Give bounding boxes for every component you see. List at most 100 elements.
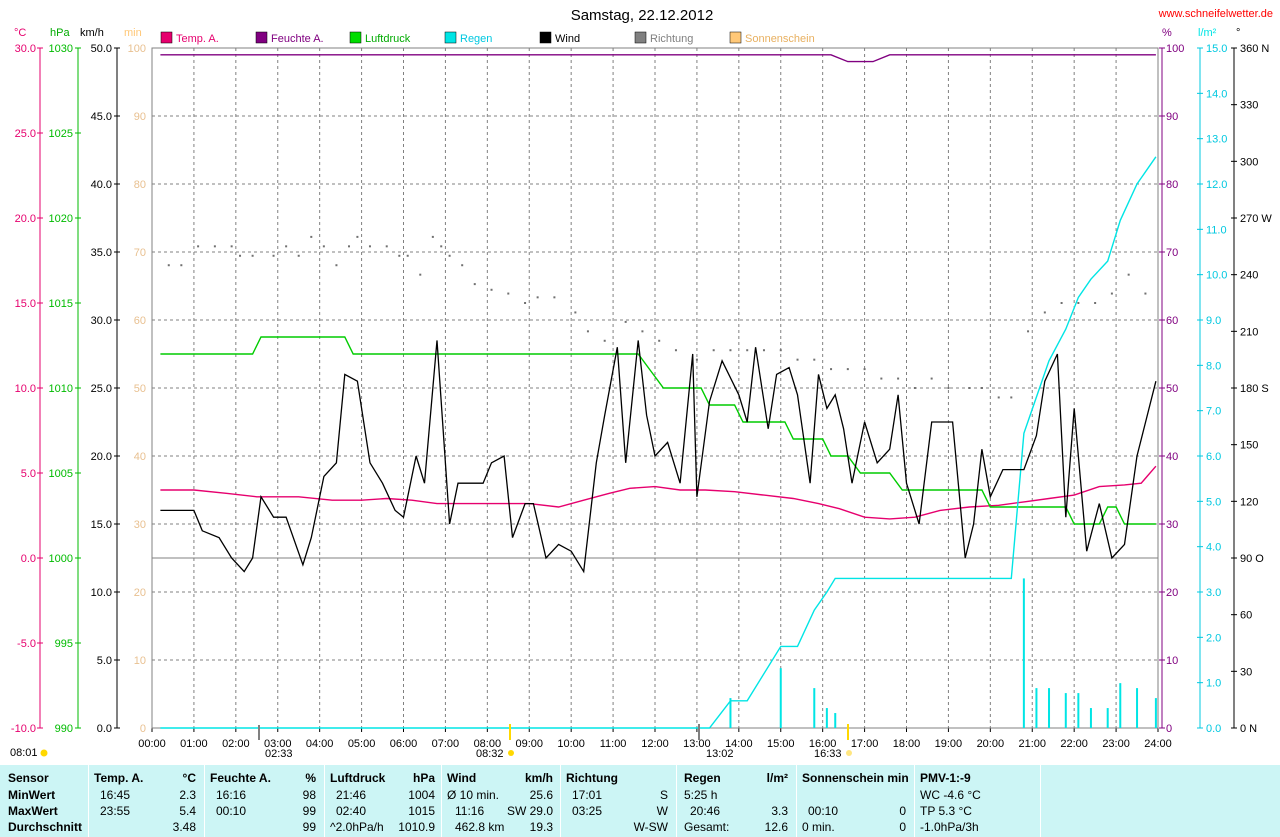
direction-point xyxy=(1027,330,1030,333)
sunshine-axis-tick: 90 xyxy=(134,111,146,123)
pressure-trend: ^2.0hPa/h xyxy=(330,820,384,834)
direction-point xyxy=(1077,302,1080,304)
time-tick: 14:00 xyxy=(725,738,753,750)
wind-header: Wind xyxy=(447,771,477,785)
pressure-avg-value: 1010.9 xyxy=(398,820,435,834)
chart-title: Samstag, 22.12.2012 xyxy=(571,7,714,24)
direction-point xyxy=(406,254,409,257)
wind-unit-label: km/h xyxy=(80,27,104,39)
direction-axis-tick: 360 N xyxy=(1240,43,1269,55)
rain-bar xyxy=(1022,578,1025,728)
temp-axis-tick: -10.0 xyxy=(11,723,36,735)
wind-axis-tick: 45.0 xyxy=(91,111,112,123)
wind-axis-tick: 20.0 xyxy=(91,451,112,463)
rain-axis-tick: 8.0 xyxy=(1206,360,1221,372)
direction-point xyxy=(968,387,971,389)
pressure-axis-tick: 1025 xyxy=(49,128,73,140)
time-tick: 20:00 xyxy=(977,738,1005,750)
direction-dots xyxy=(167,235,1147,399)
humidity-axis-tick: 100 xyxy=(1166,43,1184,55)
stats-divider xyxy=(324,765,325,837)
temp-header: Temp. A. xyxy=(94,771,144,785)
direction-max-time: 03:25 xyxy=(572,804,603,818)
rain-axis-tick: 15.0 xyxy=(1206,43,1227,55)
legend-swatch-direction xyxy=(634,31,647,44)
wind-unit: km/h xyxy=(524,771,553,785)
temp-min-value: 2.3 xyxy=(179,788,196,802)
rain-axis-tick: 12.0 xyxy=(1206,179,1227,191)
wind-max-value: SW 29.0 xyxy=(506,804,553,818)
temp-axis-tick: 10.0 xyxy=(15,383,36,395)
rain-bar xyxy=(1035,688,1038,728)
stats-panel: Sensor MinWert MaxWert Durchschnitt Temp… xyxy=(0,765,1280,837)
sunset-icon xyxy=(846,750,852,756)
temp-max-value: 5.4 xyxy=(179,804,196,818)
rain-bar xyxy=(1119,683,1122,728)
direction-point xyxy=(586,330,589,333)
temp-min-time: 16:45 xyxy=(100,788,131,802)
sun-unit-label: min xyxy=(124,27,142,39)
direction-axis-tick: 330 xyxy=(1240,100,1258,112)
direction-point xyxy=(348,245,351,248)
humidity-axis-tick: 30 xyxy=(1166,519,1178,531)
pressure-line xyxy=(160,336,1156,525)
legend-item-pressure: Luftdruck xyxy=(349,31,411,45)
website-link[interactable]: www.schneifelwetter.de xyxy=(1158,8,1273,20)
rain-axis-tick: 10.0 xyxy=(1206,270,1227,282)
legend-label-humidity: Feuchte A. xyxy=(271,33,324,45)
rain-axis-tick: 1.0 xyxy=(1206,678,1221,690)
rain-axis-tick: 9.0 xyxy=(1206,315,1221,327)
pressure-axis-tick: 1010 xyxy=(49,383,73,395)
temp-axis-tick: 0.0 xyxy=(21,553,36,565)
pressure-min-time: 21:46 xyxy=(336,788,367,802)
humidity-avg-value: 99 xyxy=(302,820,316,834)
time-tick: 08:00 xyxy=(474,738,502,750)
temp-axis-tick: 25.0 xyxy=(15,128,36,140)
stats-divider xyxy=(560,765,561,837)
direction-point xyxy=(997,396,1000,399)
direction-point xyxy=(1043,311,1046,314)
legend-item-temp: Temp. A. xyxy=(160,31,219,45)
humidity-min-value: 98 xyxy=(302,788,316,802)
time-tick: 12:00 xyxy=(641,738,669,750)
direction-point xyxy=(930,377,933,380)
pressure-unit-label: hPa xyxy=(50,27,70,39)
time-tick: 15:00 xyxy=(767,738,795,750)
sensor-header: Sensor xyxy=(8,771,49,785)
rain-header: Regen xyxy=(684,771,721,785)
stats-col-humidity: Feuchte A. % 16:16 98 00:10 99 99 xyxy=(210,765,324,837)
rain-bar xyxy=(1048,688,1051,728)
direction-axis: 360 N 330 300 270 W 240 210 180 S 150 120 90 O 60 3… xyxy=(1231,43,1272,735)
direction-point xyxy=(813,358,816,361)
direction-point xyxy=(180,264,183,267)
temp-axis-tick: -5.0 xyxy=(17,638,36,650)
direction-point xyxy=(431,235,434,238)
sunshine-axis-tick: 40 xyxy=(134,451,146,463)
rain-duration: 5:25 h xyxy=(684,788,718,802)
direction-axis-tick: 300 xyxy=(1240,156,1258,168)
direction-point xyxy=(980,387,983,389)
rain-bar xyxy=(813,688,816,728)
pressure-axis-tick: 1015 xyxy=(49,298,73,310)
wind-axis-tick: 30.0 xyxy=(91,315,112,327)
pressure-axis-tick: 1005 xyxy=(49,468,73,480)
direction-point xyxy=(897,377,900,380)
wind-axis: 50.0 45.0 40.0 35.0 30.0 25.0 20.0 15.0 10.0 5.0 0… xyxy=(91,43,120,735)
direction-axis-tick: 30 xyxy=(1240,666,1252,678)
direction-point xyxy=(880,377,883,380)
wind-avg10-label: Ø 10 min. xyxy=(447,788,500,802)
grid xyxy=(152,48,1158,728)
stats-col-pmv: PMV-1:-9 WC -4.6 °C TP 5.3 °C -1.0hPa/3h xyxy=(920,765,1040,837)
direction-point xyxy=(712,349,715,352)
time-tick: 22:00 xyxy=(1060,738,1088,750)
sunshine-axis-tick: 50 xyxy=(134,383,146,395)
direction-axis-tick: 120 xyxy=(1240,496,1258,508)
temp-unit: °C xyxy=(182,771,196,785)
rain-axis-tick: 5.0 xyxy=(1206,496,1221,508)
time-axis: 00:00 01:00 02:00 03:00 04:00 05:00 06:00 07:00… xyxy=(138,728,1172,750)
time-tick: 05:00 xyxy=(348,738,376,750)
rain-axis-tick: 14.0 xyxy=(1206,88,1227,100)
daylight-start-icon xyxy=(40,749,48,757)
daylight-start-label: 08:01 xyxy=(10,747,38,759)
row-label-avg: Durchschnitt xyxy=(8,820,83,834)
